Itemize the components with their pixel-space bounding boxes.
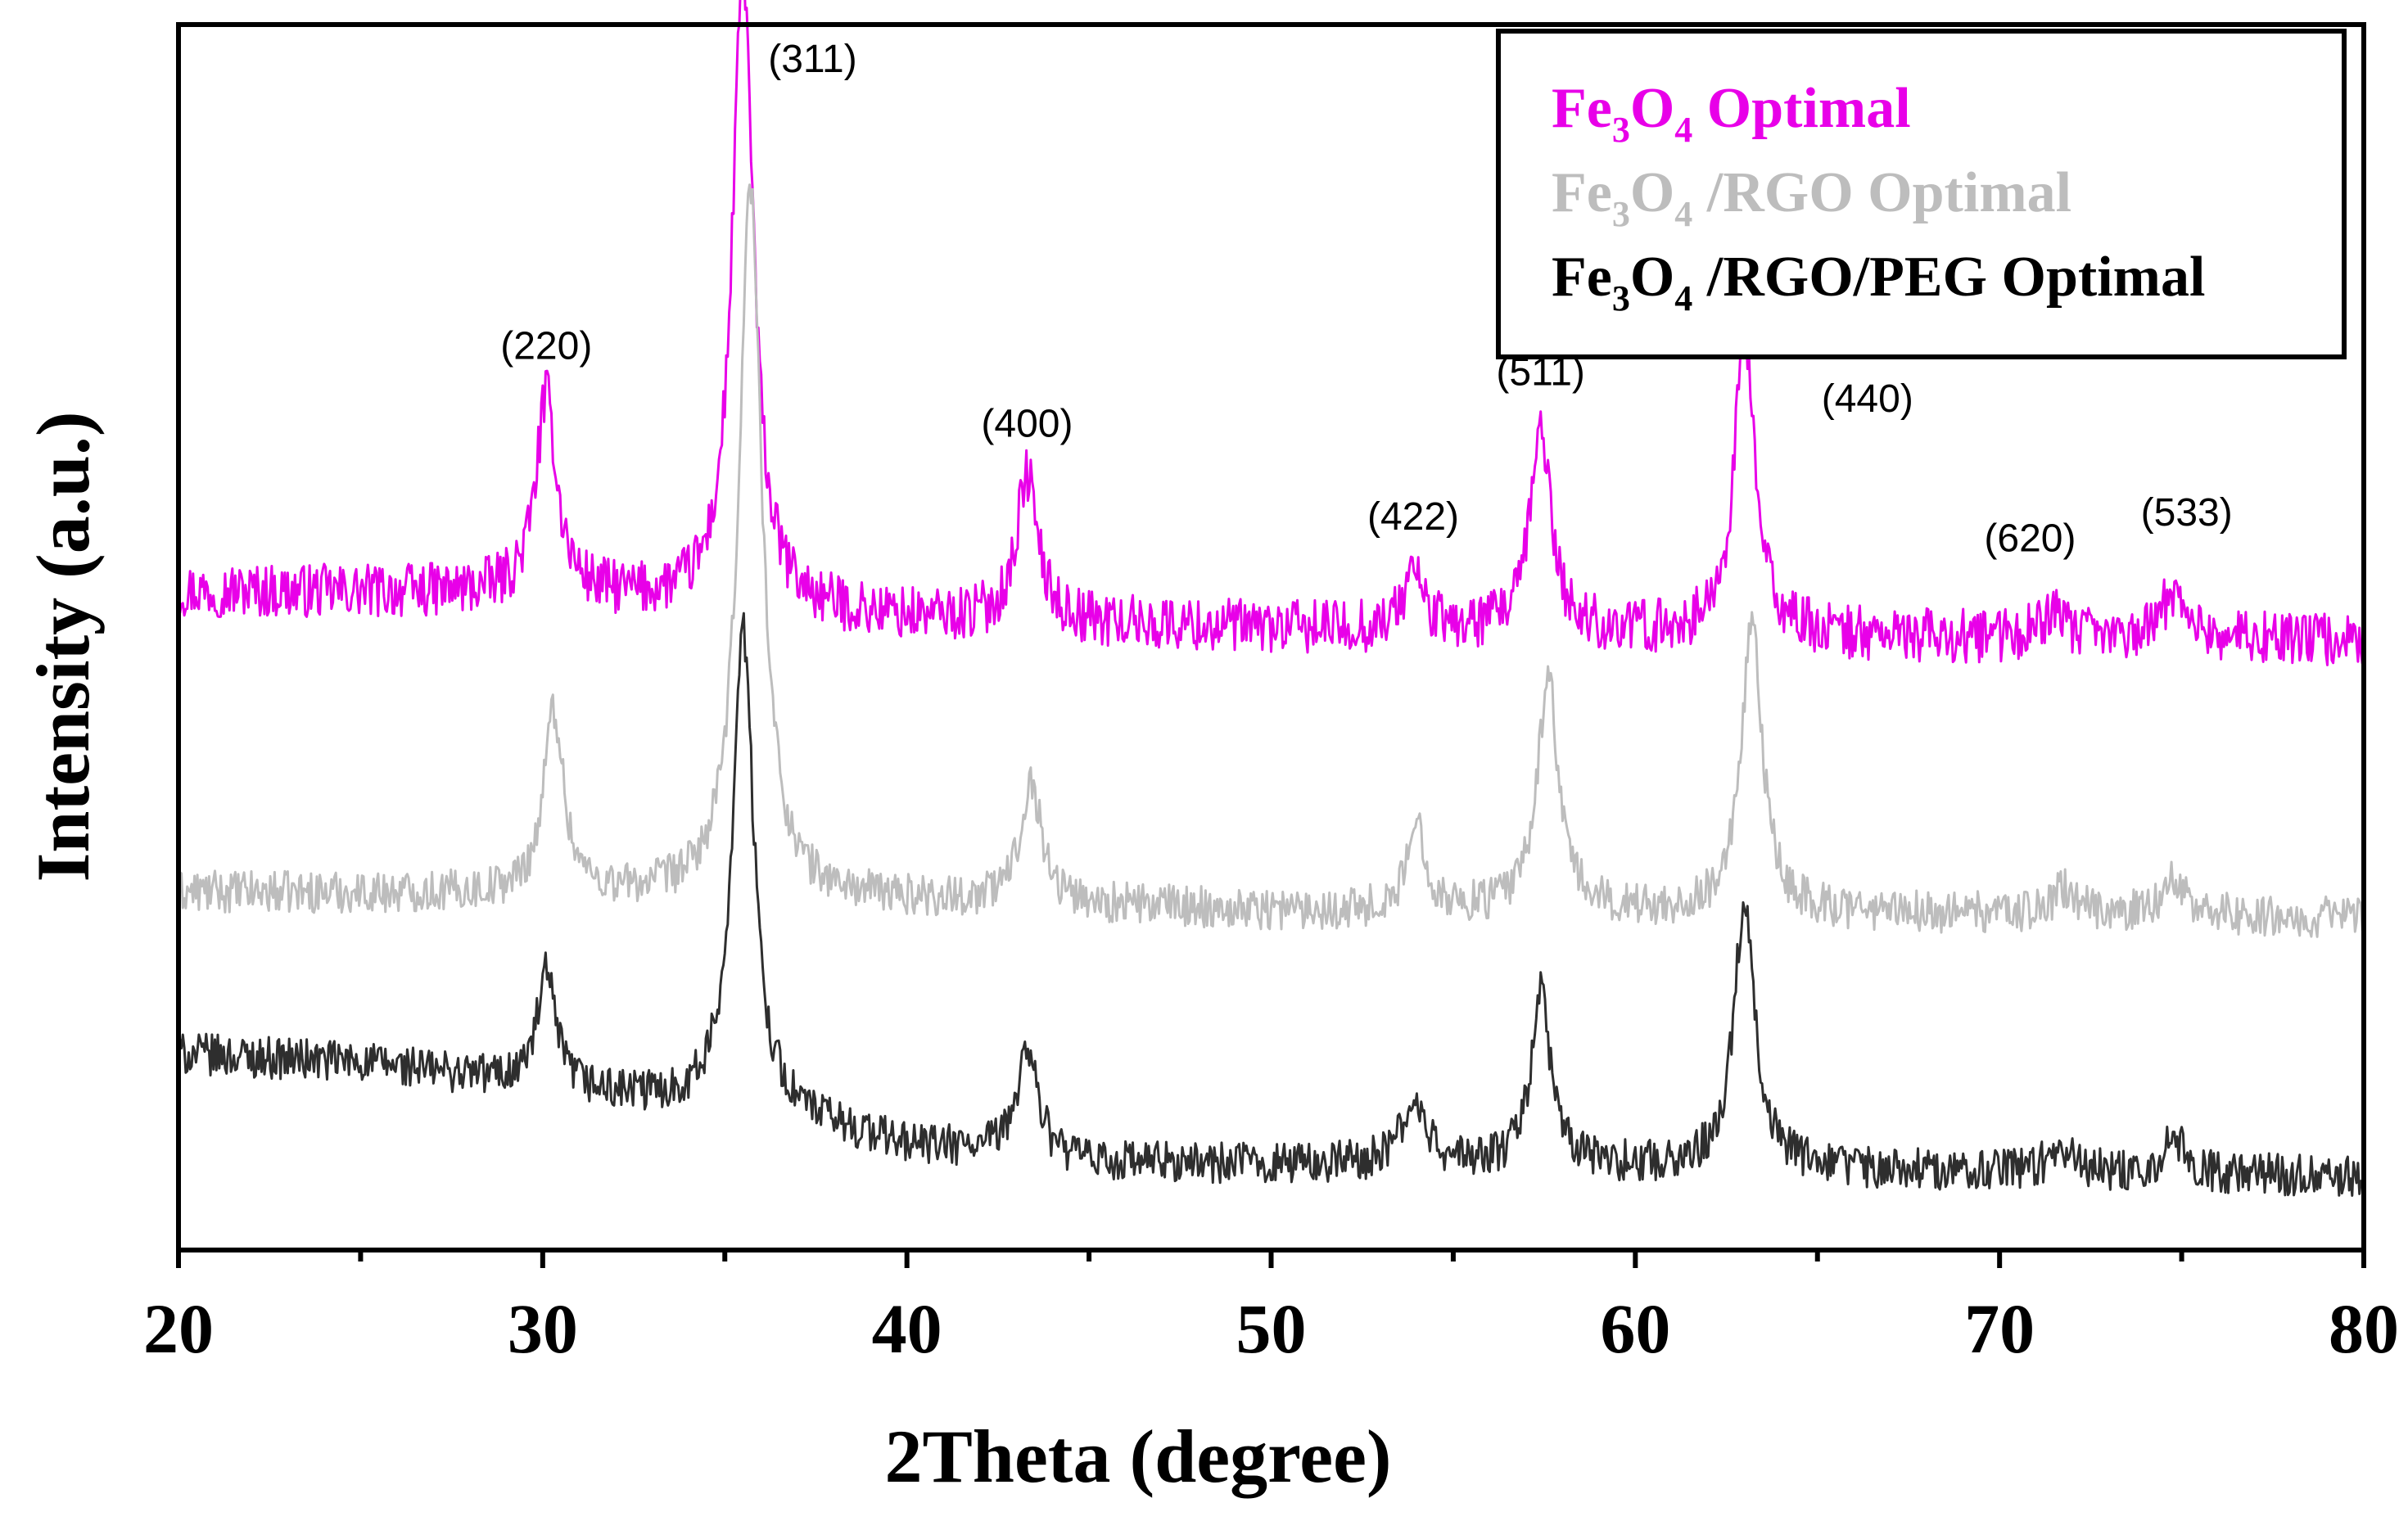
x-tick-label: 70 <box>1964 1289 2035 1368</box>
series-layer <box>177 0 2365 1197</box>
legend-box <box>1496 29 2347 359</box>
legend-entry-2: Fe3O4 /RGO/PEG Optimal <box>1552 246 2205 318</box>
x-tick-label: 60 <box>1600 1289 1670 1368</box>
series-line-3 <box>177 612 2365 1197</box>
y-axis-title: Intensity (a.u.) <box>21 411 105 882</box>
peak-label: (400) <box>981 402 1073 445</box>
peak-label: (311) <box>768 38 857 81</box>
ticks-layer: 20 30 40 50 60 70 80 <box>143 1250 2399 1368</box>
x-tick-label: 40 <box>872 1289 942 1368</box>
series-line-1 <box>177 0 2365 666</box>
x-tick-label: 30 <box>508 1289 578 1368</box>
series-line-2 <box>177 183 2365 938</box>
x-axis-title: 2Theta (degree) <box>884 1415 1391 1498</box>
peak-label: (422) <box>1367 495 1459 539</box>
peak-label: (220) <box>500 324 592 368</box>
peak-label: (533) <box>2141 491 2233 535</box>
x-tick-label: 80 <box>2329 1289 2399 1368</box>
legend-entry-0: Fe3O4 Optimal <box>1552 77 1911 150</box>
x-tick-label: 20 <box>143 1289 214 1368</box>
peak-label: (620) <box>1984 517 2076 561</box>
legend: Fe3O4 Optimal Fe3O4 /RGO Optimal Fe3O4 /… <box>1496 29 2347 359</box>
legend-entry-1: Fe3O4 /RGO Optimal <box>1552 161 2071 234</box>
x-tick-label: 50 <box>1236 1289 1307 1368</box>
peak-label: (440) <box>1822 377 1913 421</box>
